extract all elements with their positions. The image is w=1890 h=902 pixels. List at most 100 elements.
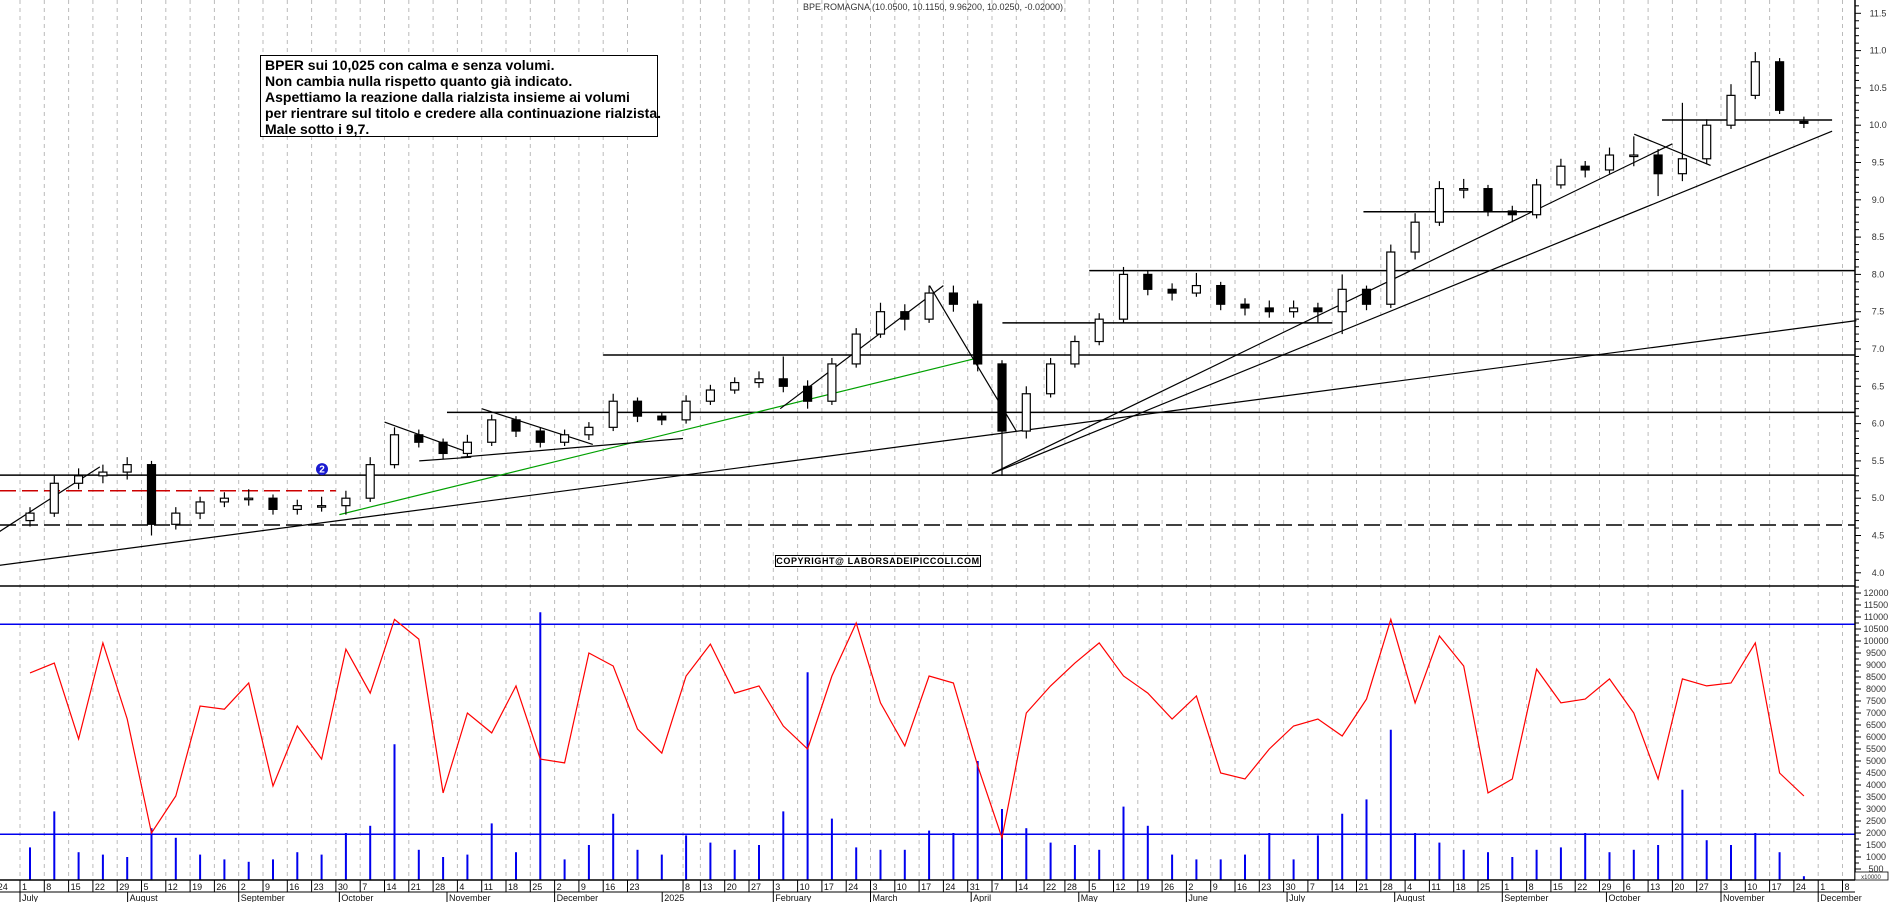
price-tick-label: 7.0 [1872,344,1885,354]
x-tick-label: 14 [1018,882,1028,892]
x-tick-label: 8 [46,882,51,892]
candle-body [462,441,472,455]
trendline [339,358,975,516]
candle-body [438,441,448,455]
candle-body [1216,284,1226,305]
x-tick-label: 22 [95,882,105,892]
note-line: Male sotto i 9,7. [265,121,370,137]
volume-tick-label: 10000 [1863,636,1888,646]
candle [1386,244,1396,308]
volume-tick-label: 7500 [1866,696,1886,706]
candle [122,457,132,480]
x-tick-label: 2 [557,882,562,892]
candle-body [924,292,934,320]
candle [511,416,521,438]
candle [1021,386,1031,439]
candle-body [632,400,643,417]
candle [98,464,108,484]
analysis-note: BPER sui 10,025 con calma e senza volumi… [260,55,661,137]
candle-body [146,464,157,525]
trendline [991,143,1673,475]
volume-tick-label: 3000 [1866,804,1886,814]
candle-body [414,434,424,443]
candle [487,414,497,446]
candle-body [1167,288,1177,294]
oscillator [29,617,1805,841]
candle-body [244,497,254,501]
candle [1580,161,1590,178]
x-tick-label: 24 [0,882,8,892]
candle-body [122,464,132,473]
month-label: April [973,893,991,902]
volume-tick-label: 11000 [1864,612,1888,622]
candle-body [681,400,691,421]
candle-body [1799,120,1809,124]
x-tick-label: 17 [1772,882,1782,892]
volume-tick-label: 4000 [1866,780,1886,790]
candle-body [365,464,375,499]
candle [778,356,788,393]
candle [851,328,861,368]
volume-tick-label: 2000 [1866,828,1886,838]
x-tick-label: 28 [1383,882,1393,892]
candle-body [49,482,59,514]
candle-body [535,430,545,443]
candle-body [73,475,84,484]
candle [292,499,302,515]
candle [997,360,1007,476]
x-tick-label: 15 [71,882,81,892]
price-tick-label: 4.5 [1872,531,1885,541]
x-tick-label: 16 [289,882,299,892]
x-tick-label: 10 [800,882,810,892]
x-tick-label: 2 [1188,882,1193,892]
candle-body [1434,188,1445,223]
candle-body [973,303,983,365]
volume-bars [0,612,1855,880]
candle-body [1531,184,1542,216]
x-tick-label: 21 [411,882,421,892]
x-tick-label: 20 [727,882,737,892]
candle [535,427,545,448]
x-tick-label: 11 [1431,882,1440,892]
candle [1313,302,1323,323]
candle-body [389,434,400,466]
candle [1167,283,1177,301]
candle-body [292,505,302,510]
price-tick-label: 9.0 [1872,195,1885,205]
x-tick-label: 2 [241,882,246,892]
x-tick-label: 7 [1310,882,1315,892]
x-tick-label: 17 [824,882,834,892]
month-label: November [449,893,491,902]
candle [948,285,959,312]
candle-body [1045,363,1056,395]
candle [924,285,934,323]
volume-tick-label: 6000 [1866,732,1886,742]
volume-tick-label: 3500 [1866,792,1886,802]
candle [1216,281,1226,311]
candle-body [98,471,108,477]
x-tick-label: 30 [338,882,348,892]
x-tick-label: 13 [702,882,712,892]
price-tick-label: 5.5 [1872,456,1885,466]
x-tick-label: 12 [168,882,178,892]
candle-body [997,363,1007,432]
trendline [419,456,472,462]
month-label: June [1188,893,1208,902]
x-tick-label: 24 [848,882,858,892]
price-tick-label: 9.5 [1872,158,1885,168]
x-tick-label: 7 [362,882,367,892]
x-tick-label: 3 [873,882,878,892]
month-label: December [557,893,599,902]
candle-body [778,378,788,387]
x-tick-label: 8 [1845,882,1850,892]
volume-tick-label: 5000 [1866,756,1886,766]
candle-body [1240,303,1250,309]
candle [608,393,618,432]
trendline [991,130,1833,475]
x-tick-label: 28 [1067,882,1077,892]
candle-body [1702,124,1712,160]
candle-body [608,400,618,428]
volume-tick-label: 8500 [1866,672,1886,682]
x-tick-label: 9 [1213,882,1218,892]
